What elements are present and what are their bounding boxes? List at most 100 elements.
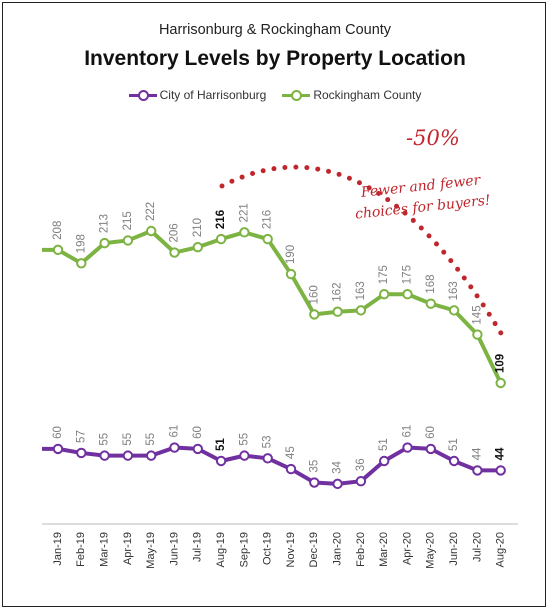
data-point bbox=[402, 289, 413, 300]
data-point bbox=[309, 309, 320, 320]
data-point bbox=[169, 442, 180, 453]
data-point bbox=[192, 241, 204, 253]
x-tick-label: Jun-19 bbox=[168, 532, 180, 566]
data-point bbox=[379, 455, 390, 467]
legend-label-city: City of Harrisonburg bbox=[159, 88, 267, 102]
x-tick-label: Jan-20 bbox=[332, 532, 344, 566]
data-point bbox=[262, 453, 273, 464]
data-point bbox=[495, 377, 506, 389]
data-point bbox=[52, 443, 64, 455]
data-point bbox=[448, 455, 460, 467]
data-point bbox=[448, 305, 460, 316]
legend-item-county: Rockingham County bbox=[282, 88, 421, 102]
data-point bbox=[52, 244, 64, 256]
x-tick-label: Sep-19 bbox=[238, 532, 250, 567]
data-point bbox=[262, 233, 273, 245]
data-label: 55 bbox=[145, 433, 157, 446]
data-point bbox=[146, 450, 157, 461]
data-point bbox=[355, 305, 367, 316]
data-label: 44 bbox=[495, 447, 507, 460]
data-label: 162 bbox=[332, 283, 344, 302]
chart-subtitle: Harrisonburg & Rockingham County bbox=[158, 22, 392, 38]
legend-swatch-city bbox=[128, 89, 157, 101]
data-label: 190 bbox=[285, 245, 297, 264]
data-point bbox=[285, 463, 297, 475]
data-label: 210 bbox=[192, 218, 204, 237]
data-point bbox=[332, 478, 343, 490]
data-label: 60 bbox=[425, 426, 437, 439]
x-tick-label: May-19 bbox=[145, 532, 157, 569]
legend-swatch-county bbox=[282, 89, 311, 101]
data-label: 55 bbox=[122, 433, 134, 446]
chart-frame bbox=[2, 2, 546, 607]
data-point bbox=[239, 450, 250, 461]
data-point bbox=[472, 329, 483, 340]
data-label: 160 bbox=[308, 285, 320, 304]
data-label: 53 bbox=[262, 436, 274, 449]
data-label: 216 bbox=[215, 210, 227, 229]
data-point bbox=[99, 237, 110, 249]
data-point bbox=[76, 258, 87, 269]
data-label: 61 bbox=[402, 425, 414, 438]
data-label: 168 bbox=[425, 274, 437, 293]
annotation-percent: -50% bbox=[406, 126, 460, 150]
data-label: 222 bbox=[145, 202, 157, 221]
data-label: 206 bbox=[169, 223, 181, 242]
data-label: 175 bbox=[402, 265, 414, 284]
data-label: 213 bbox=[99, 214, 111, 233]
data-label: 51 bbox=[448, 438, 460, 451]
data-point bbox=[215, 233, 227, 245]
data-point bbox=[122, 450, 134, 461]
data-label: 55 bbox=[99, 433, 111, 446]
data-label: 208 bbox=[52, 221, 64, 240]
data-point bbox=[239, 227, 250, 238]
x-tick-label: Dec-19 bbox=[308, 532, 320, 567]
data-label: 60 bbox=[192, 426, 204, 439]
data-point bbox=[309, 477, 320, 488]
data-point bbox=[425, 443, 436, 455]
data-label: 45 bbox=[285, 446, 297, 459]
x-tick-label: Mar-20 bbox=[378, 532, 390, 567]
data-label: 163 bbox=[448, 281, 460, 300]
data-point bbox=[146, 225, 157, 237]
data-point bbox=[495, 465, 506, 476]
x-tick-label: Feb-20 bbox=[355, 532, 367, 567]
data-point bbox=[122, 235, 134, 246]
x-tick-label: Nov-19 bbox=[285, 532, 297, 567]
data-point bbox=[402, 442, 413, 453]
data-label: 55 bbox=[238, 433, 250, 446]
data-label: 35 bbox=[308, 460, 320, 473]
data-label: 215 bbox=[122, 211, 134, 230]
data-label: 34 bbox=[332, 460, 344, 473]
x-tick-label: Aug-20 bbox=[495, 532, 507, 567]
x-tick-label: Oct-19 bbox=[262, 532, 274, 565]
x-tick-label: Apr-19 bbox=[122, 532, 134, 565]
x-tick-label: Jan-19 bbox=[52, 532, 64, 566]
data-label: 216 bbox=[262, 210, 274, 229]
x-tick-label: Jun-20 bbox=[448, 532, 460, 566]
data-label: 221 bbox=[238, 203, 250, 222]
data-label: 36 bbox=[355, 458, 367, 471]
legend: City of Harrisonburg Rockingham County bbox=[0, 88, 550, 102]
legend-label-county: Rockingham County bbox=[313, 88, 422, 102]
data-label: 163 bbox=[355, 281, 367, 300]
x-tick-label: Mar-19 bbox=[99, 532, 111, 567]
data-point bbox=[76, 447, 87, 459]
data-point bbox=[472, 465, 483, 476]
data-point bbox=[192, 443, 204, 455]
data-label: 57 bbox=[75, 430, 87, 443]
data-point bbox=[355, 475, 367, 487]
data-point bbox=[285, 268, 297, 280]
x-tick-label: Feb-19 bbox=[75, 532, 87, 567]
x-tick-label: May-20 bbox=[425, 532, 437, 569]
data-label: 109 bbox=[495, 354, 507, 373]
x-tick-label: Jul-20 bbox=[471, 532, 483, 562]
data-point bbox=[425, 298, 436, 309]
data-label: 198 bbox=[75, 234, 87, 253]
x-tick-label: Apr-20 bbox=[401, 532, 413, 565]
data-point bbox=[215, 455, 227, 467]
data-label: 175 bbox=[378, 265, 390, 284]
x-tick-label: Jul-19 bbox=[192, 532, 204, 562]
data-point bbox=[169, 247, 180, 258]
